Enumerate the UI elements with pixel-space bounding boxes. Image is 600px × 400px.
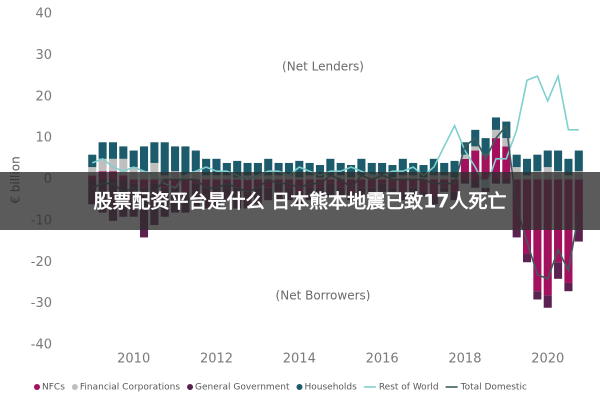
bar <box>564 282 573 292</box>
bar <box>191 150 200 172</box>
x-tick-label: 2020 <box>531 352 564 367</box>
bar <box>471 150 480 180</box>
bar <box>481 154 490 180</box>
y-tick-label: 20 <box>35 89 52 104</box>
bar <box>419 165 428 178</box>
y-tick-label: 40 <box>35 7 52 22</box>
x-tick-label: 2014 <box>283 352 316 367</box>
bar <box>450 160 459 178</box>
legend-label: Total Domestic <box>460 383 527 393</box>
bar <box>222 162 231 176</box>
bar <box>533 179 542 292</box>
bar <box>543 150 552 168</box>
bar <box>336 162 345 176</box>
bar <box>460 154 469 159</box>
bar <box>88 167 97 176</box>
bar <box>88 154 97 168</box>
bar <box>274 162 283 176</box>
legend-label: Households <box>304 383 357 393</box>
bar <box>181 146 190 176</box>
bar <box>460 158 469 180</box>
bar <box>212 158 221 176</box>
bar <box>543 295 552 308</box>
legend-label: Financial Corporations <box>80 383 180 393</box>
bar <box>315 165 325 178</box>
bar <box>98 158 107 172</box>
bar <box>409 162 418 176</box>
bar <box>243 162 252 176</box>
bar <box>502 138 511 147</box>
bar <box>108 158 118 172</box>
bar <box>481 138 490 155</box>
bar <box>295 160 304 178</box>
bar <box>264 158 273 176</box>
bar <box>357 158 366 176</box>
bar <box>160 142 169 176</box>
bar <box>512 229 521 238</box>
y-tick-label: -40 <box>31 338 52 353</box>
x-tick-label: 2010 <box>117 352 150 367</box>
bar <box>574 229 583 242</box>
bar <box>533 154 542 172</box>
y-tick-label: -20 <box>31 255 52 270</box>
bar <box>564 158 573 176</box>
bar <box>491 117 501 130</box>
y-tick-label: 10 <box>35 131 52 146</box>
bar <box>564 179 573 283</box>
legend-marker <box>187 384 194 390</box>
bar <box>108 142 118 159</box>
annotation: (Net Borrowers) <box>276 289 371 303</box>
x-tick-label: 2018 <box>448 352 481 367</box>
y-tick-label: 30 <box>35 48 52 63</box>
bar <box>533 291 542 300</box>
bar <box>502 146 511 180</box>
legend-marker <box>296 384 303 390</box>
x-tick-label: 2016 <box>366 352 399 367</box>
legend-label: NFCs <box>42 383 65 393</box>
bar <box>440 162 449 176</box>
bar <box>119 146 128 159</box>
bar <box>512 154 521 168</box>
bar <box>367 162 376 176</box>
bar <box>305 162 314 176</box>
y-tick-label: -30 <box>31 296 52 311</box>
bar <box>543 179 552 296</box>
bar <box>129 150 138 168</box>
bar <box>491 129 501 139</box>
bar <box>522 158 532 176</box>
banner-text: 股票配资平台是什么 日本熊本地震已致17人死亡 <box>93 190 506 213</box>
legend-marker <box>34 384 40 390</box>
bar <box>554 262 563 279</box>
bar <box>171 146 180 172</box>
bar <box>554 150 563 172</box>
bar <box>119 158 128 176</box>
bar <box>326 158 335 176</box>
bar <box>347 165 356 178</box>
annotation: (Net Lenders) <box>282 60 364 74</box>
bar <box>574 150 583 172</box>
banner-background <box>0 172 600 230</box>
x-tick-label: 2012 <box>200 352 233 367</box>
bar <box>522 253 532 263</box>
bar <box>284 162 293 176</box>
bar <box>378 162 387 176</box>
legend-label: General Government <box>195 383 290 393</box>
bar <box>139 146 149 172</box>
legend-marker <box>71 384 78 390</box>
bar <box>471 146 480 151</box>
bar <box>233 160 242 178</box>
legend-label: Rest of World <box>379 383 439 393</box>
bar <box>253 162 262 176</box>
bar <box>150 162 159 180</box>
bar <box>150 142 159 163</box>
bar <box>98 142 107 159</box>
bar <box>398 158 407 176</box>
